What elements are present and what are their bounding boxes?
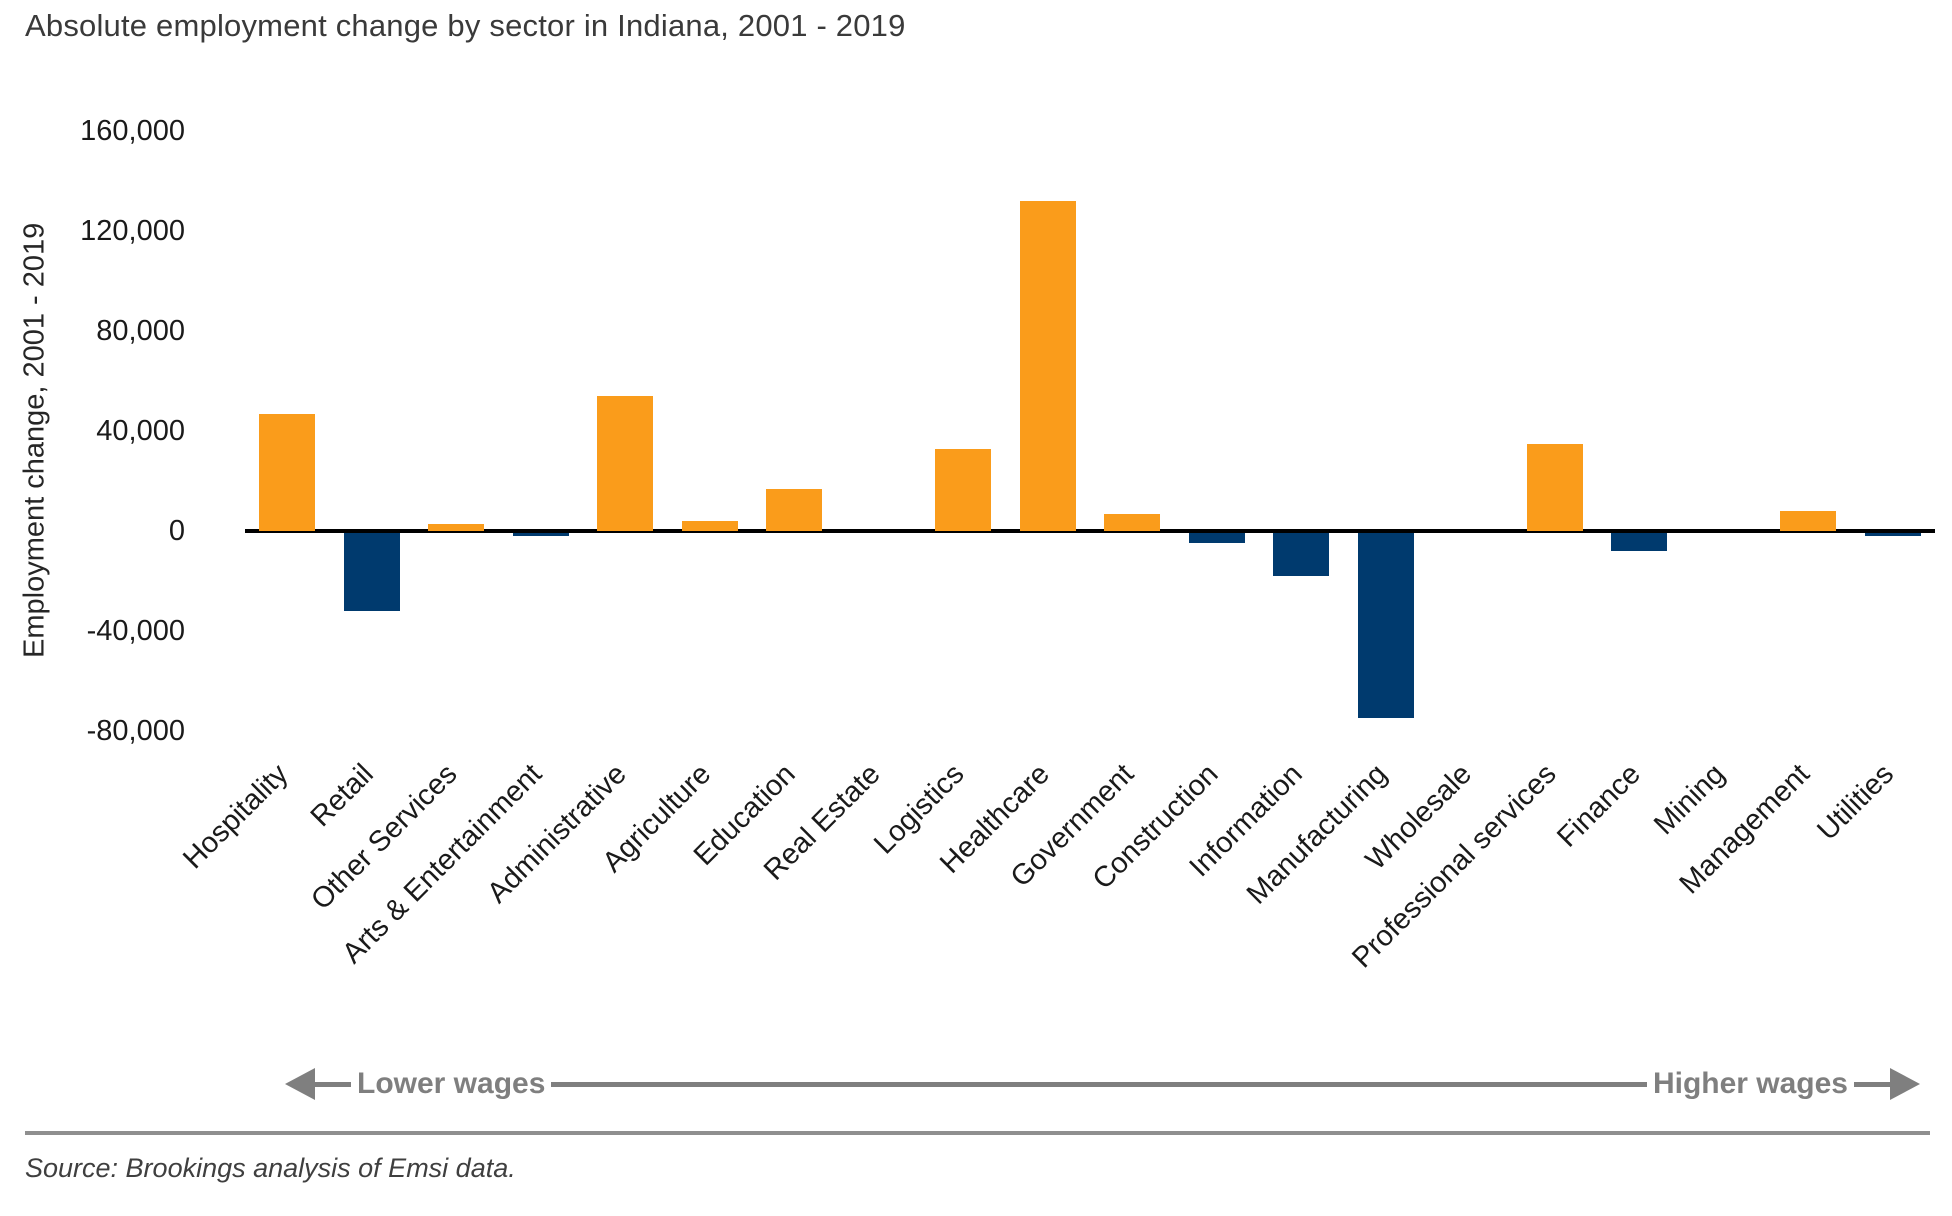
bar-hospitality: [259, 413, 316, 531]
bar-manufacturing: [1357, 533, 1414, 718]
bar-finance: [1611, 533, 1668, 551]
y-tick-label--80000: -80,000: [86, 715, 185, 747]
bar-agriculture: [681, 521, 738, 531]
bar-retail: [343, 533, 400, 611]
x-axis-category-labels: Hospitality Retail Other Services Arts & En…: [177, 758, 1901, 975]
bar-professional-services: [1526, 443, 1583, 531]
chart-title: Absolute employment change by sector in …: [25, 8, 906, 43]
bar-healthcare: [1019, 201, 1076, 531]
source-note: Source: Brookings analysis of Emsi data.: [25, 1153, 516, 1183]
footer-divider: [25, 1131, 1930, 1135]
x-axis-zero-line: [245, 529, 1935, 533]
y-tick-label-80000: 80,000: [96, 315, 185, 347]
bar-utilities: [1864, 533, 1921, 536]
bar-administrative: [597, 396, 654, 531]
arrow-right-icon: [1890, 1068, 1920, 1100]
arrow-left-icon: [285, 1068, 315, 1100]
y-tick-label-160000: 160,000: [80, 115, 185, 147]
arrow-shaft: [1854, 1081, 1890, 1087]
arrow-shaft: [315, 1081, 351, 1087]
plot-area: [245, 131, 1935, 751]
bar-arts-entertainment: [512, 533, 569, 536]
wage-gradient-annotation: Lower wages Higher wages: [285, 1062, 1920, 1106]
y-axis-tick-labels: 160,000 120,000 80,000 40,000 0 -40,000 -80,00…: [0, 115, 185, 751]
bar-management: [1780, 511, 1837, 531]
bar-government: [1104, 513, 1161, 531]
y-tick-label-120000: 120,000: [80, 215, 185, 247]
bar-information: [1273, 533, 1330, 576]
y-tick-label-0: 0: [168, 515, 185, 547]
higher-wages-label: Higher wages: [1652, 1067, 1848, 1100]
y-tick-label-40000: 40,000: [96, 415, 185, 447]
y-tick-label--40000: -40,000: [86, 615, 185, 647]
arrow-shaft: [551, 1081, 1647, 1087]
bar-education: [766, 488, 823, 531]
bar-other-services: [428, 523, 485, 531]
bar-logistics: [935, 448, 992, 531]
lower-wages-label: Lower wages: [357, 1067, 546, 1100]
bar-construction: [1188, 533, 1245, 543]
